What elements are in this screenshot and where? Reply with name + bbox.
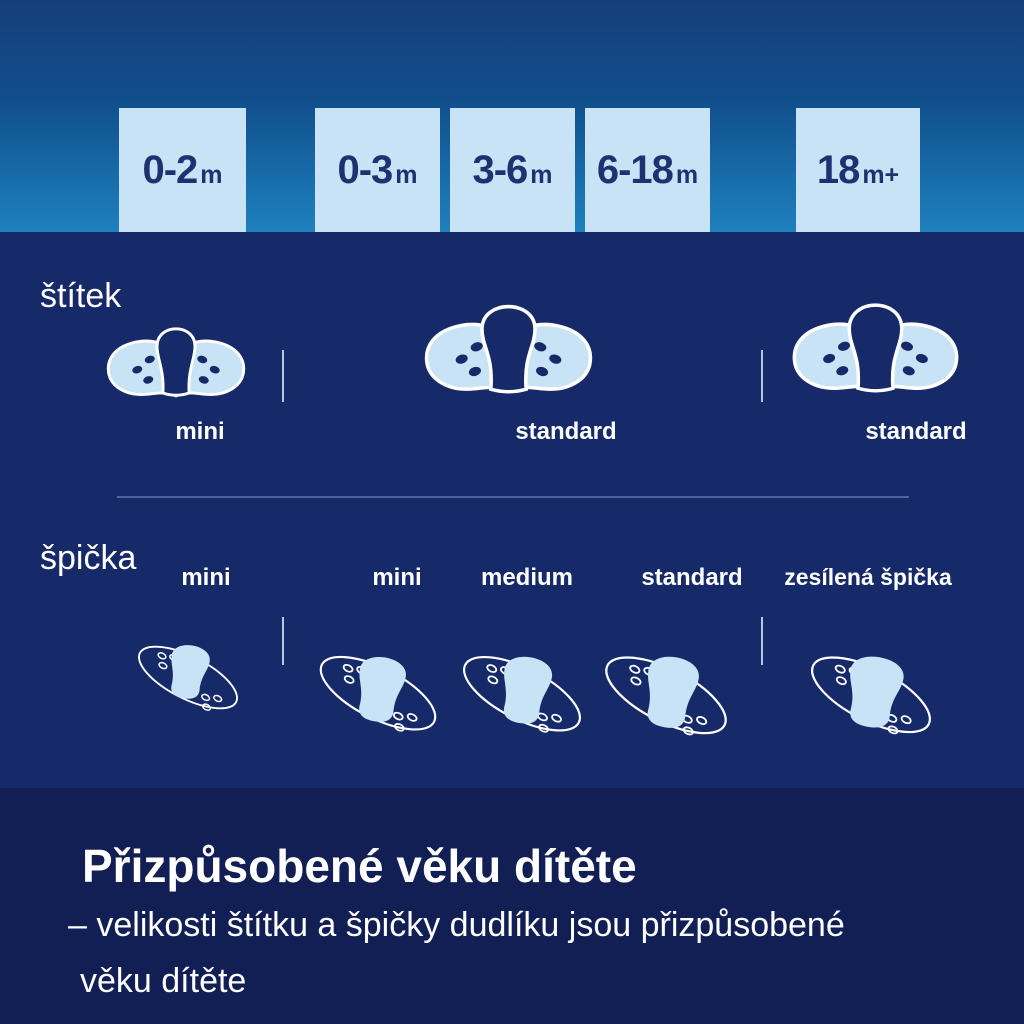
row-divider (117, 496, 909, 498)
age-box-0-2m: 0-2 m (119, 108, 246, 232)
shield-size-label: standard (515, 418, 617, 445)
shield-row-label: štítek (40, 277, 122, 315)
column-divider (282, 617, 284, 665)
age-label: 6-18 m (597, 150, 698, 190)
column-divider (761, 617, 763, 665)
age-range: 3-6 (472, 148, 528, 192)
age-label: 18 m+ (817, 150, 899, 190)
age-box-3-6m: 3-6 m (450, 108, 575, 232)
pacifier-tip-back-medium-icon (462, 655, 582, 733)
footer-background (0, 788, 1024, 1024)
age-unit: m (395, 161, 418, 189)
tip-size-label: mini (372, 564, 422, 591)
age-unit: m+ (862, 161, 900, 189)
tip-row-label: špička (40, 539, 137, 577)
age-label: 3-6 m (472, 150, 552, 190)
age-box-18m-plus: 18 m+ (796, 108, 920, 232)
shield-size-label: mini (175, 418, 225, 445)
age-unit: m (530, 161, 553, 189)
pacifier-tip-back-mini-icon (138, 645, 238, 711)
age-label: 0-2 m (142, 150, 222, 190)
column-divider (761, 350, 763, 402)
footer-title: Přizpůsobené věku dítěte (82, 840, 637, 892)
pacifier-tip-back-standard-icon (605, 656, 727, 736)
age-box-0-3m: 0-3 m (315, 108, 440, 232)
age-label: 0-3 m (337, 150, 417, 190)
pacifier-shield-front-standard-icon (792, 303, 959, 393)
shield-size-label: standard (865, 418, 967, 445)
tip-size-label: mini (181, 564, 231, 591)
age-range: 6-18 (596, 148, 674, 192)
pacifier-tip-back-reinforced-icon (810, 656, 932, 735)
age-range: 0-3 (337, 148, 393, 192)
pacifier-tip-back-mini-icon (319, 655, 437, 732)
pacifier-shield-front-standard-icon (424, 304, 593, 394)
age-box-6-18m: 6-18 m (585, 108, 710, 232)
pacifier-shield-front-mini-icon (106, 327, 246, 398)
column-divider (282, 350, 284, 402)
footer-subtitle-line1: – velikosti štítku a špičky dudlíku jsou… (68, 906, 845, 944)
age-range: 0-2 (142, 148, 198, 192)
age-unit: m (675, 161, 699, 189)
tip-size-label: zesílená špička (784, 564, 952, 590)
tip-size-label: medium (480, 564, 574, 591)
tip-size-label: standard (641, 564, 743, 591)
age-range: 18 (816, 148, 860, 192)
age-unit: m (200, 161, 223, 189)
footer-subtitle-line2: věku dítěte (80, 962, 247, 1000)
